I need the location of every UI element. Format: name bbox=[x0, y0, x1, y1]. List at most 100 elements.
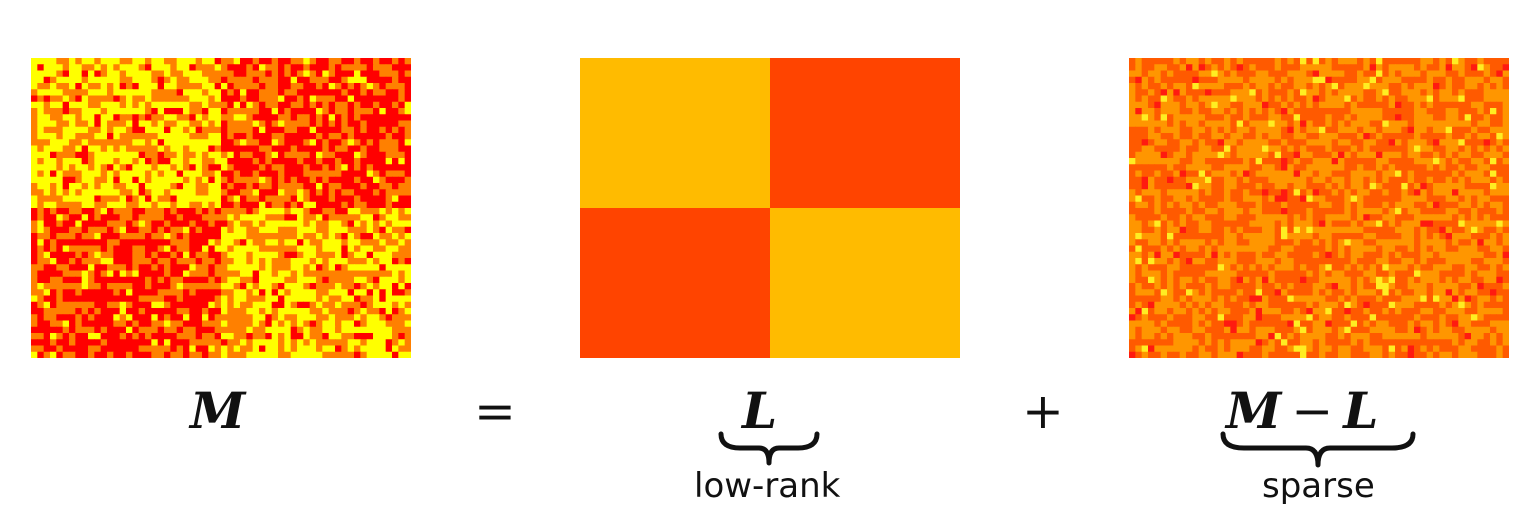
matrix-cell bbox=[392, 95, 399, 103]
matrix-cell bbox=[1192, 183, 1200, 190]
matrix-cell bbox=[341, 114, 349, 122]
matrix-cell bbox=[183, 195, 190, 203]
matrix-cell bbox=[221, 58, 228, 65]
matrix-cell bbox=[132, 351, 140, 358]
matrix-cell bbox=[208, 214, 216, 222]
matrix-cell bbox=[1179, 126, 1187, 134]
matrix-cell bbox=[252, 339, 260, 347]
matrix-cell bbox=[341, 351, 349, 358]
matrix-cell bbox=[1388, 83, 1396, 90]
matrix-cell bbox=[1496, 176, 1504, 184]
matrix-cell bbox=[1312, 208, 1320, 215]
matrix-cell bbox=[1141, 226, 1149, 234]
matrix-cell bbox=[1407, 83, 1415, 90]
matrix-cell bbox=[1293, 95, 1301, 103]
matrix-cell bbox=[392, 133, 399, 140]
matrix-cell bbox=[75, 239, 83, 247]
matrix-cell bbox=[1135, 183, 1143, 190]
matrix-cell bbox=[373, 333, 380, 340]
matrix-cell bbox=[240, 333, 247, 340]
matrix-cell bbox=[1439, 170, 1447, 178]
matrix-cell bbox=[1141, 95, 1149, 103]
matrix-cell bbox=[265, 133, 273, 140]
matrix-cell bbox=[81, 114, 89, 122]
matrix-cell bbox=[278, 245, 285, 253]
matrix-cell bbox=[1268, 183, 1276, 190]
matrix-cell bbox=[1268, 133, 1276, 140]
matrix-cell bbox=[170, 220, 178, 228]
matrix-cell bbox=[366, 208, 374, 215]
matrix-cell bbox=[1344, 120, 1352, 128]
matrix-cell bbox=[1414, 226, 1421, 234]
matrix-cell bbox=[1483, 145, 1491, 153]
matrix-cell bbox=[1344, 183, 1352, 190]
matrix-cell bbox=[1319, 126, 1326, 134]
matrix-cell bbox=[227, 289, 235, 297]
matrix-cell bbox=[246, 183, 254, 190]
matrix-cell bbox=[271, 258, 279, 265]
matrix-cell bbox=[107, 83, 114, 90]
matrix-cell bbox=[1167, 89, 1174, 97]
matrix-cell bbox=[214, 289, 222, 297]
matrix-cell bbox=[56, 126, 64, 134]
matrix-cell bbox=[398, 76, 406, 84]
matrix-cell bbox=[316, 320, 323, 328]
matrix-cell bbox=[1452, 58, 1459, 65]
matrix-cell bbox=[1363, 214, 1371, 222]
matrix-cell bbox=[31, 176, 38, 184]
matrix-cell bbox=[259, 283, 266, 290]
matrix-cell bbox=[233, 301, 241, 309]
matrix-cell bbox=[1477, 258, 1485, 265]
matrix-cell bbox=[1458, 126, 1466, 134]
matrix-cell bbox=[1363, 151, 1371, 159]
matrix-cell bbox=[88, 58, 95, 65]
matrix-cell bbox=[404, 120, 411, 128]
matrix-cell bbox=[271, 314, 279, 322]
matrix-cell bbox=[1287, 126, 1295, 134]
matrix-cell bbox=[240, 308, 247, 315]
matrix-cell bbox=[1338, 120, 1345, 128]
matrix-cell bbox=[271, 195, 279, 203]
matrix-cell bbox=[183, 201, 190, 209]
matrix-cell bbox=[385, 183, 393, 190]
matrix-cell bbox=[1236, 258, 1244, 265]
matrix-cell bbox=[50, 345, 57, 353]
matrix-cell bbox=[69, 245, 76, 253]
matrix-cell bbox=[227, 126, 235, 134]
matrix-cell bbox=[1439, 133, 1447, 140]
matrix-cell bbox=[50, 195, 57, 203]
matrix-cell bbox=[126, 201, 133, 209]
matrix-cell bbox=[1262, 76, 1269, 84]
matrix-cell bbox=[31, 114, 38, 122]
matrix-cell bbox=[43, 320, 51, 328]
matrix-cell bbox=[1192, 114, 1200, 122]
matrix-cell bbox=[1388, 176, 1396, 184]
matrix-cell bbox=[1179, 151, 1187, 159]
matrix-cell bbox=[113, 176, 121, 184]
matrix-cell bbox=[56, 58, 64, 65]
matrix-cell bbox=[81, 270, 89, 278]
matrix-cell bbox=[164, 220, 171, 228]
matrix-cell bbox=[170, 351, 178, 358]
matrix-cell bbox=[1395, 108, 1402, 115]
matrix-cell bbox=[1274, 239, 1282, 247]
matrix-cell bbox=[1148, 233, 1155, 240]
matrix-cell bbox=[278, 95, 285, 103]
matrix-cell bbox=[176, 189, 184, 197]
matrix-cell bbox=[328, 95, 336, 103]
matrix-cell bbox=[1249, 145, 1257, 153]
matrix-cell bbox=[335, 83, 342, 90]
matrix-cell bbox=[50, 295, 57, 303]
matrix-cell bbox=[265, 101, 273, 109]
matrix-cell bbox=[1471, 226, 1478, 234]
matrix-cell bbox=[1369, 145, 1377, 153]
matrix-cell bbox=[81, 76, 89, 84]
matrix-cell bbox=[278, 208, 285, 215]
matrix-cell bbox=[1173, 239, 1181, 247]
matrix-cell bbox=[240, 326, 247, 334]
matrix-cell bbox=[43, 70, 51, 78]
matrix-cell bbox=[335, 89, 342, 97]
matrix-cell bbox=[404, 351, 411, 358]
matrix-cell bbox=[360, 183, 368, 190]
matrix-cell bbox=[183, 239, 190, 247]
